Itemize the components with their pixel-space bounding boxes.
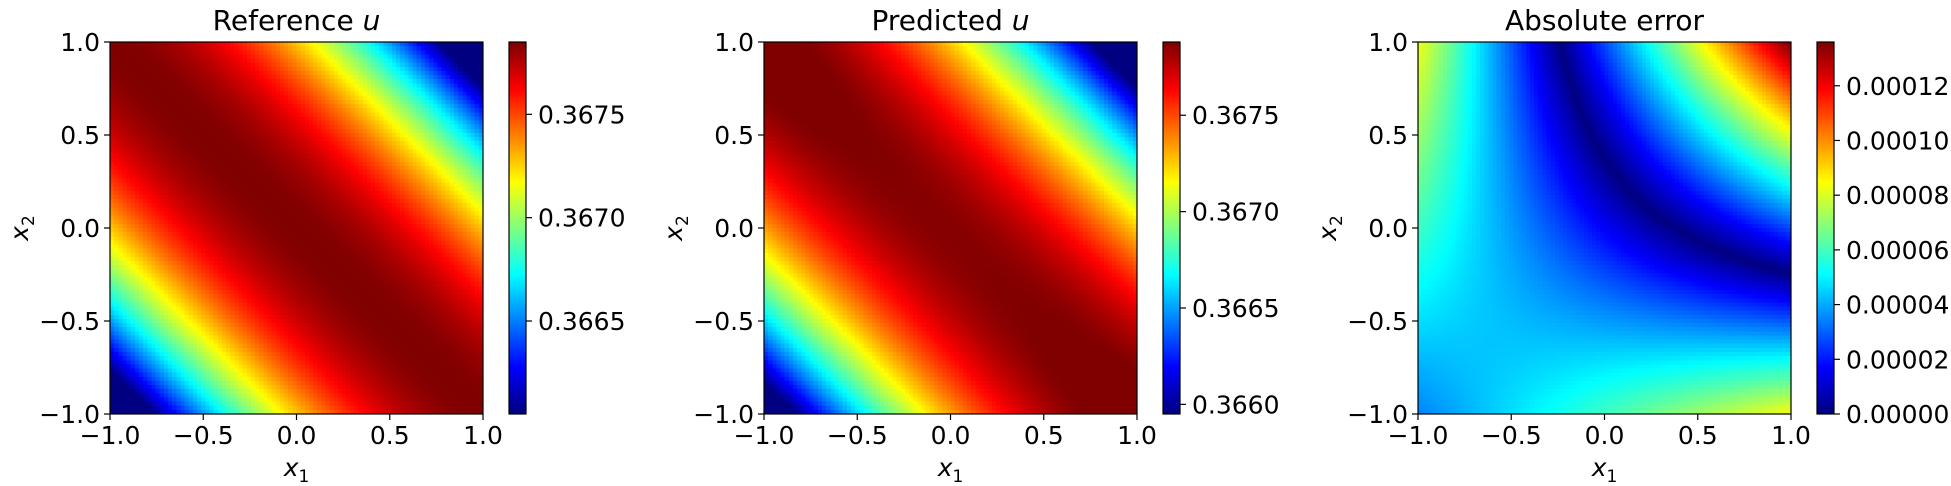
chart-title-text: Predicted	[871, 4, 1011, 37]
y-tick-label: 0.0	[60, 214, 100, 243]
x-tick-label: −1.0	[80, 421, 141, 450]
subplot-3: Absolute error −1.0 −0.5 0.0 0.5 1.0 −1.0 −0.5 0…	[1313, 4, 1949, 486]
colorbar-tick-label: 0.00002	[1846, 345, 1949, 374]
colorbar-tick-label: 0.00004	[1846, 291, 1949, 320]
x-tick-label: −0.5	[827, 421, 888, 450]
colorbar-tick-label: 0.3665	[538, 307, 625, 336]
x-axis-label: x1	[1591, 453, 1618, 486]
heatmap-image	[110, 42, 483, 414]
colorbar-gradient	[1817, 42, 1834, 414]
x-tick-label: 0.5	[1024, 421, 1064, 450]
x-tick-label: 0.5	[370, 421, 410, 450]
chart-title-text: Absolute error	[1505, 4, 1705, 37]
x-tick-label: 0.0	[1585, 421, 1625, 450]
y-tick-label: 1.0	[1368, 28, 1408, 57]
chart-title-text: Reference	[213, 4, 363, 37]
y-tick-label: −1.0	[1347, 400, 1408, 429]
y-tick-label: −0.5	[693, 307, 754, 336]
x-axis-label: x1	[937, 453, 964, 486]
y-tick-label: −1.0	[39, 400, 100, 429]
x-tick-label: −1.0	[734, 421, 795, 450]
colorbar-tick-label: 0.3660	[1192, 390, 1279, 419]
x-tick-label: 1.0	[1117, 421, 1157, 450]
x-tick-label: −1.0	[1388, 421, 1449, 450]
colorbar-frame	[1162, 41, 1181, 415]
x-tick-label: 0.0	[277, 421, 317, 450]
x-tick-label: 0.0	[931, 421, 971, 450]
x-tick-label: 1.0	[1771, 421, 1811, 450]
y-tick-label: −1.0	[693, 400, 754, 429]
colorbar-tick-label: 0.3670	[1192, 198, 1279, 227]
y-tick-label: −0.5	[1347, 307, 1408, 336]
chart-title: Reference u	[213, 4, 381, 37]
colorbar-tick-label: 0.00006	[1846, 236, 1949, 265]
colorbar-gradient	[1163, 42, 1180, 414]
heatmap-image	[764, 42, 1137, 414]
colorbar-tick-label: 0.3675	[1192, 101, 1279, 130]
x-tick-label: −0.5	[173, 421, 234, 450]
y-tick-label: 1.0	[714, 28, 754, 57]
y-tick-label: 0.5	[714, 121, 754, 150]
x-tick-label: 0.5	[1678, 421, 1718, 450]
colorbar-tick-label: 0.00000	[1846, 400, 1949, 429]
y-tick-label: 0.5	[60, 121, 100, 150]
colorbar-tick-label: 0.3670	[538, 204, 625, 233]
colorbar-tick-label: 0.3665	[1192, 294, 1279, 323]
y-axis-label: x2	[659, 215, 693, 242]
y-tick-label: 0.5	[1368, 121, 1408, 150]
chart-title-variable: u	[1012, 4, 1030, 37]
subplot-1: Reference u −1.0 −0.5 0.0 0.5 1.0 −1.0 −0.5 0.0 0…	[5, 4, 625, 486]
y-tick-label: 1.0	[60, 28, 100, 57]
chart-title-variable: u	[363, 4, 381, 37]
colorbar-frame	[508, 41, 527, 415]
y-tick-label: 0.0	[1368, 214, 1408, 243]
x-tick-label: −0.5	[1481, 421, 1542, 450]
y-axis-label: x2	[5, 215, 39, 242]
x-axis-label: x1	[283, 453, 310, 486]
y-tick-label: 0.0	[714, 214, 754, 243]
colorbar-tick-label: 0.00012	[1846, 72, 1949, 101]
colorbar-gradient	[509, 42, 526, 414]
heatmap-image	[1418, 42, 1791, 414]
colorbar-frame	[1816, 41, 1835, 415]
colorbar-tick-label: 0.00010	[1846, 126, 1949, 155]
y-tick-label: −0.5	[39, 307, 100, 336]
y-axis-label: x2	[1313, 215, 1347, 242]
colorbar-tick-label: 0.00008	[1846, 181, 1949, 210]
chart-title: Absolute error	[1505, 4, 1705, 37]
chart-title: Predicted u	[871, 4, 1029, 37]
subplot-2: Predicted u −1.0 −0.5 0.0 0.5 1.0 −1.0 −0.5 0.0 0…	[659, 4, 1279, 486]
colorbar-tick-label: 0.3675	[538, 100, 625, 129]
x-tick-label: 1.0	[463, 421, 503, 450]
